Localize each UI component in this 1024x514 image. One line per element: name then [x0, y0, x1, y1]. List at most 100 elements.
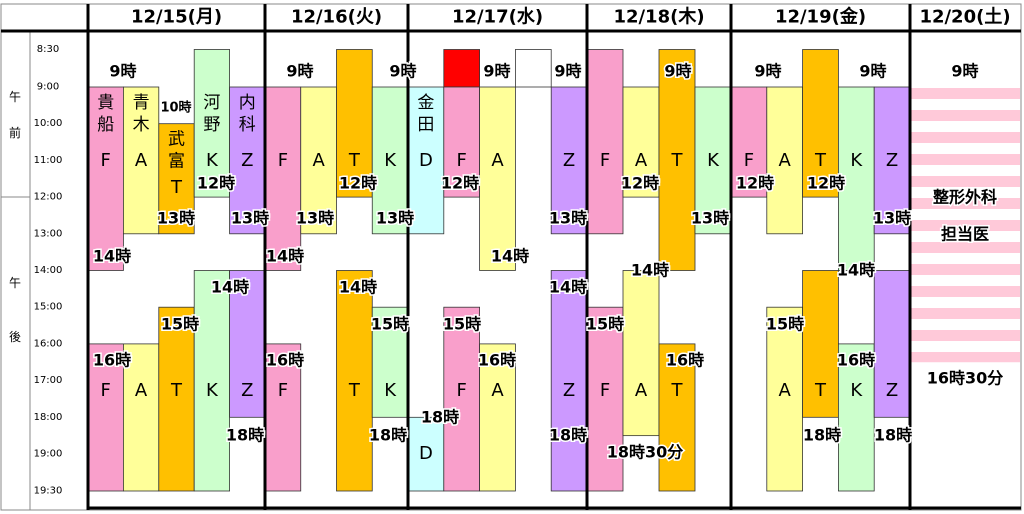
- date-header: 12/16(火): [291, 7, 382, 28]
- shift-block: [730, 86, 768, 198]
- doctor-code: Z: [886, 380, 898, 401]
- date-header: 12/20(土): [919, 7, 1010, 28]
- shift-block: [443, 49, 480, 88]
- time-note: 14時: [837, 261, 875, 280]
- doctor-name: 科: [239, 115, 256, 135]
- doctor-name: 木: [133, 115, 150, 135]
- doctor-name: 青: [133, 93, 150, 113]
- date-header: 12/15(月): [131, 7, 222, 28]
- doctor-code: Z: [563, 380, 575, 401]
- doctor-code: T: [671, 380, 684, 401]
- time-label: 19:30: [34, 486, 63, 497]
- shift-block: [443, 86, 480, 198]
- time-label: 12:00: [34, 192, 63, 203]
- shift-block: [766, 306, 803, 492]
- shift-block: [586, 306, 624, 492]
- time-note: 13時: [231, 209, 269, 228]
- time-note: 9時: [554, 62, 581, 81]
- dept-title: 整形外科: [932, 188, 997, 207]
- doctor-code: F: [101, 380, 111, 401]
- shift-block: [123, 343, 160, 492]
- shift-block: [479, 343, 516, 492]
- doctor-code: K: [850, 150, 863, 171]
- time-note: 9時: [483, 62, 510, 81]
- doctor-code: A: [635, 380, 648, 401]
- doctor-code: Z: [241, 380, 253, 401]
- doctor-code: A: [491, 150, 504, 171]
- time-note: 9時: [664, 62, 691, 81]
- time-label: 19:00: [34, 449, 63, 460]
- shift-block: [515, 49, 552, 88]
- time-note: 9時: [754, 62, 781, 81]
- shift-block: [694, 86, 732, 235]
- time-note: 12時: [621, 174, 659, 193]
- shift-block: [336, 270, 373, 492]
- doctor-code: K: [206, 150, 219, 171]
- shift-block: [479, 86, 516, 271]
- time-note: 10時: [160, 100, 191, 116]
- time-note: 9時: [286, 62, 313, 81]
- time-note: 16時: [837, 351, 875, 370]
- frame: [0, 3, 1022, 511]
- time-note: 16時: [93, 351, 131, 370]
- doctor-name: 武: [168, 130, 185, 150]
- shift-block: [264, 343, 302, 492]
- shift-block: [407, 416, 445, 492]
- doctor-code: K: [707, 150, 720, 171]
- time-label: 9:00: [37, 82, 59, 93]
- time-note: 13時: [873, 209, 911, 228]
- time-note: 16時30分: [927, 369, 1004, 388]
- shift-block: [300, 86, 337, 235]
- shift-block: [264, 86, 302, 271]
- shift-block: [802, 49, 839, 198]
- doctor-name: 河: [203, 93, 220, 113]
- doctor-code: F: [278, 380, 288, 401]
- shift-block: [658, 49, 696, 271]
- doctor-code: A: [135, 380, 148, 401]
- shift-block: [802, 270, 839, 418]
- time-note: 15時: [766, 315, 804, 334]
- time-label: 10:00: [34, 118, 63, 129]
- time-note: 13時: [549, 209, 587, 228]
- doctor-code: K: [384, 380, 397, 401]
- shift-block: [550, 86, 588, 235]
- pm-label: 後: [9, 330, 21, 344]
- time-note: 14時: [266, 247, 304, 266]
- doctor-code: A: [135, 150, 148, 171]
- doctor-name: 船: [97, 115, 114, 135]
- doctor-code: F: [278, 150, 288, 171]
- time-note: 15時: [161, 315, 199, 334]
- time-note: 18時30分: [607, 443, 684, 462]
- doctor-code: K: [850, 380, 863, 401]
- time-note: 9時: [951, 62, 978, 81]
- doctor-name: 内: [239, 93, 256, 113]
- time-note: 13時: [691, 209, 729, 228]
- doctor-code: F: [457, 380, 467, 401]
- time-note: 18時: [549, 426, 587, 445]
- time-note: 12時: [339, 174, 377, 193]
- time-note: 13時: [296, 209, 334, 228]
- doctor-code: F: [101, 150, 111, 171]
- doctor-code: Z: [886, 150, 898, 171]
- time-note: 18時: [874, 426, 912, 445]
- time-label: 18:00: [34, 412, 63, 423]
- time-label: 15:00: [34, 302, 63, 313]
- pm-label: 午: [9, 276, 21, 290]
- time-note: 9時: [859, 62, 886, 81]
- time-note: 14時: [631, 261, 669, 280]
- time-label: 13:00: [34, 228, 63, 239]
- doctor-code: T: [814, 380, 827, 401]
- shift-block: [123, 86, 160, 235]
- doctor-code: F: [457, 150, 467, 171]
- shift-block: [193, 270, 230, 492]
- time-note: 12時: [736, 174, 774, 193]
- shift-block: [838, 343, 875, 492]
- am-label: 前: [9, 125, 21, 140]
- shift-block: [158, 306, 195, 492]
- time-label: 16:00: [34, 338, 63, 349]
- time-note: 14時: [339, 278, 377, 297]
- shift-block: [193, 49, 230, 198]
- shift-block: [838, 86, 875, 271]
- time-label: 14:00: [34, 265, 63, 276]
- doctor-code: K: [384, 150, 397, 171]
